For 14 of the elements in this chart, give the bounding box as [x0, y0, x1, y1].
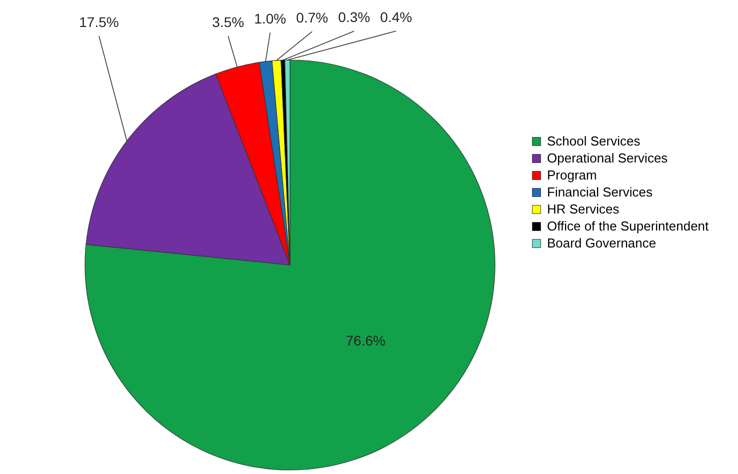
legend-label: HR Services [547, 202, 620, 216]
data-label: 3.5% [212, 14, 244, 30]
data-label: 17.5% [79, 14, 119, 30]
legend-label: Program [547, 168, 597, 182]
legend-label: Operational Services [547, 150, 668, 166]
legend-label: Financial Services [547, 184, 653, 200]
data-label: 1.0% [254, 10, 286, 27]
legend-label: Office of the Superintendent [547, 218, 710, 234]
legend-label: School Services [547, 134, 641, 148]
data-label: 0.3% [338, 9, 370, 26]
data-label: 0.7% [296, 10, 328, 26]
data-label: 0.4% [380, 9, 412, 26]
data-label: 76.6% [346, 332, 386, 349]
legend-label: Board Governance [547, 236, 656, 250]
